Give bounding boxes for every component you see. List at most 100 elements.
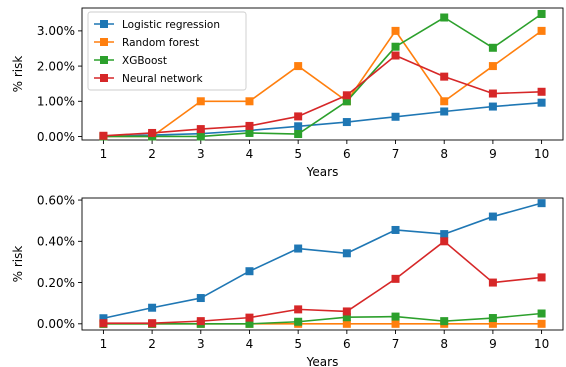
y-axis-title: % risk (11, 56, 25, 93)
series-logistic-regression (99, 199, 546, 323)
legend-marker (100, 74, 108, 82)
data-point (294, 317, 303, 326)
series-line (103, 101, 542, 138)
data-point (488, 102, 497, 111)
data-point (488, 314, 497, 323)
legend-entry: Logistic regression (94, 19, 220, 31)
data-point (537, 273, 546, 282)
data-point (391, 274, 400, 283)
data-point (294, 62, 303, 71)
y-tick-label: 2.00% (37, 59, 75, 73)
data-point (294, 244, 303, 253)
x-tick-label: 5 (294, 147, 302, 161)
data-point (245, 267, 254, 276)
series-neural-network (99, 51, 546, 140)
data-point (391, 225, 400, 234)
data-point (440, 107, 449, 116)
x-tick-label: 8 (440, 337, 448, 351)
x-axis-title: Years (306, 165, 339, 179)
x-tick-label: 5 (294, 337, 302, 351)
series-line (103, 240, 542, 324)
data-point (99, 314, 108, 323)
series-line (103, 30, 543, 138)
data-point (440, 237, 449, 246)
data-point (488, 212, 497, 221)
axes-frame (81, 197, 564, 331)
data-point (488, 278, 497, 287)
data-point (440, 97, 449, 106)
x-tick-label: 3 (197, 337, 205, 351)
data-point (391, 312, 400, 321)
series-line (103, 202, 542, 320)
data-point (342, 97, 351, 106)
data-point (391, 319, 400, 328)
data-point (537, 319, 546, 328)
y-tick-label: 3.00% (37, 24, 75, 38)
data-point (245, 313, 254, 322)
data-point (196, 97, 205, 106)
data-point (196, 125, 205, 134)
data-point (294, 112, 303, 121)
x-axis-title: Years (306, 355, 339, 367)
legend-marker (100, 56, 108, 64)
x-tick-label: 9 (489, 337, 497, 351)
series-line (103, 13, 543, 138)
legend-entry: Random forest (94, 37, 199, 49)
data-point (391, 51, 400, 60)
y-tick-label: 0.00% (37, 130, 75, 144)
data-point (440, 317, 449, 326)
series-logistic-regression (99, 98, 546, 141)
data-point (440, 72, 449, 81)
x-tick-label: 8 (440, 147, 448, 161)
x-tick-label: 6 (343, 337, 351, 351)
data-point (342, 91, 351, 100)
data-point (537, 98, 546, 107)
x-tick-label: 6 (343, 147, 351, 161)
legend-label: Logistic regression (122, 19, 220, 31)
axes-frame (81, 7, 564, 141)
data-point (488, 43, 497, 52)
legend-label: Random forest (122, 37, 199, 49)
data-point (196, 294, 205, 303)
y-tick-label: 0.60% (37, 193, 75, 207)
x-tick-label: 2 (148, 337, 156, 351)
data-point (245, 121, 254, 130)
data-point (488, 62, 497, 71)
data-point (537, 309, 546, 318)
data-point (245, 319, 254, 328)
data-point (342, 319, 351, 328)
bottom-chart-panel: 0.00% 0.20% 0.40% 0.60% 1 2 3 4 5 6 7 8 9 10 Years % ri… (11, 193, 564, 367)
data-point (342, 313, 351, 322)
y-tick-label: 1.00% (37, 95, 75, 109)
legend-entry: XGBoost (94, 55, 167, 67)
x-tick-label: 3 (197, 147, 205, 161)
data-point (537, 87, 546, 96)
legend-marker (100, 20, 108, 28)
data-point (294, 305, 303, 314)
data-point (148, 128, 157, 137)
x-tick-label: 7 (392, 337, 400, 351)
data-point (537, 26, 546, 35)
series-neural-network (99, 237, 546, 328)
data-point (342, 307, 351, 316)
x-tick-label: 4 (246, 147, 254, 161)
series-line (103, 312, 542, 325)
x-tick-label: 9 (489, 147, 497, 161)
x-tick-label: 1 (100, 147, 108, 161)
data-point (440, 230, 449, 239)
legend: Logistic regression Random forest XGBoost N… (87, 11, 247, 91)
legend-label: Neural network (122, 73, 204, 85)
data-point (440, 13, 449, 22)
x-tick-label: 2 (148, 147, 156, 161)
data-point (148, 319, 157, 328)
x-tick-label: 4 (246, 337, 254, 351)
data-point (196, 132, 205, 141)
y-axis-title: % risk (11, 246, 25, 283)
x-tick-label: 10 (534, 337, 549, 351)
x-tick-label: 1 (100, 337, 108, 351)
data-point (148, 303, 157, 312)
y-tick-label: 0.00% (37, 317, 75, 331)
y-tick-label: 0.20% (37, 276, 75, 290)
data-point (391, 26, 400, 35)
